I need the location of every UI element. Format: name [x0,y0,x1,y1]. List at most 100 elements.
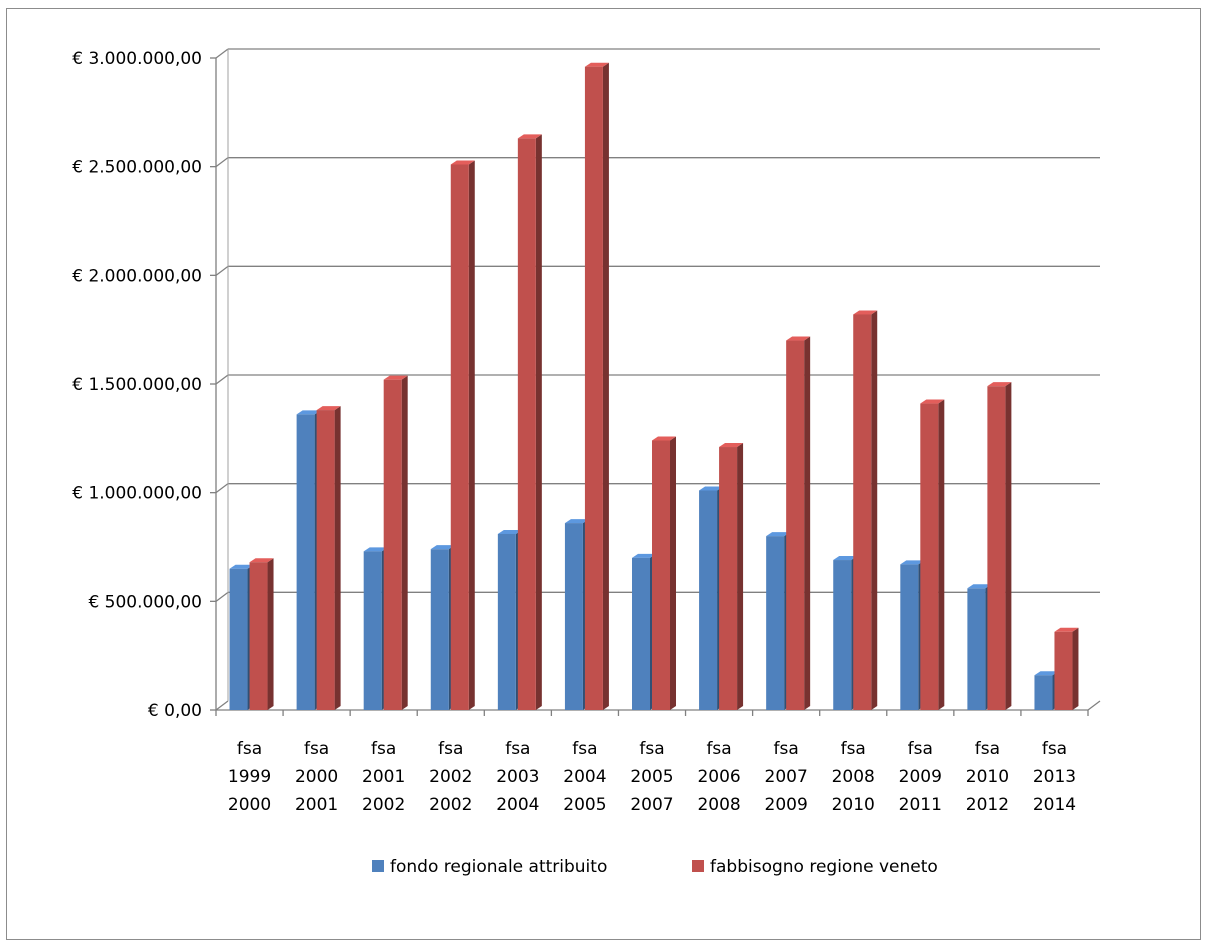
x-tick-label: 2010 [832,795,875,815]
bar-front [1054,631,1073,710]
bar-top [430,545,455,550]
x-tick-label: fsa [304,739,329,759]
bar-side [938,399,945,710]
bar-front [564,523,583,710]
y-tick-label: € 2.500.000,00 [72,158,202,178]
legend-label: fondo regionale attribuito [390,857,607,877]
x-tick-label: 2007 [630,795,673,815]
x-tick-label: 2008 [697,795,740,815]
bar-front [430,549,449,710]
bar-top [766,532,791,537]
bar-front [450,164,469,710]
bar-front [833,560,852,710]
bar-side [401,375,408,710]
bar-front [249,562,268,710]
bar-side [1072,627,1079,710]
x-tick-label: 2013 [1033,767,1076,787]
x-tick-label: 2002 [429,767,472,787]
x-tick-label: 2003 [496,767,539,787]
bar-front [517,138,536,710]
x-tick-label: fsa [572,739,597,759]
bar-top [699,486,724,491]
x-tick-label: fsa [841,739,866,759]
y-tick-label: € 2.000.000,00 [72,266,202,286]
x-tick-label: fsa [706,739,731,759]
gridline-edge [215,483,229,494]
bar-top [786,336,811,341]
x-tick-label: 2009 [899,767,942,787]
bar-top [229,564,254,569]
bar-top [652,436,676,441]
x-tick-label: 1999 [228,767,271,787]
x-tick-label: 2014 [1033,795,1076,815]
bar-top [853,310,878,315]
bar-top [1034,671,1059,676]
x-tick-label: 2000 [295,767,338,787]
bar-front [316,410,335,710]
x-tick-label: 2000 [228,795,271,815]
bar-front [786,340,805,710]
x-tick-label: 2008 [832,767,875,787]
y-axis-tick-labels: € 0,00 € 500.000,00 € 1.000.000,00 € 1.500.… [72,49,202,721]
legend-item: fabbisogno regione veneto [692,857,938,877]
bar-fabbisogno [1054,627,1079,710]
bar-side [1005,382,1012,710]
bar-top [249,558,274,563]
legend-item: fondo regionale attribuito [372,857,607,877]
bar-fabbisogno [450,160,475,710]
bar-top [564,519,589,524]
bar-side [602,62,609,710]
bar-top [900,560,925,565]
bar-side [334,406,341,710]
x-tick-label: 2012 [966,795,1009,815]
x-tick-label: fsa [371,739,396,759]
bar-front [987,386,1006,710]
bar-chart: € 0,00 € 500.000,00 € 1.000.000,00 € 1.500.… [72,48,1101,877]
bar-top [584,62,609,67]
bar-front [920,403,939,710]
bar-fabbisogno [383,375,408,710]
bar-front [229,568,248,710]
bar-front [296,414,315,710]
bar-front [632,557,650,710]
bar-top [920,399,945,404]
legend-swatch [692,860,704,872]
bar-top [987,382,1012,387]
bar-side [267,558,274,710]
bar-front [652,440,670,710]
x-tick-label: 2011 [899,795,942,815]
x-tick-label: 2007 [765,767,808,787]
x-tick-label: 2002 [429,795,472,815]
x-tick-label: 2006 [697,767,740,787]
x-tick-label: fsa [908,739,933,759]
bar-top [316,406,341,411]
y-tick-label: € 0,00 [148,701,202,721]
x-tick-label: 2004 [496,795,539,815]
x-tick-label: fsa [639,739,664,759]
bar-fabbisogno [920,399,945,710]
bar-fabbisogno [853,310,878,710]
bar-top [296,410,321,415]
bar-side [737,443,744,710]
bar-top [719,443,744,448]
bar-front [584,66,603,710]
bar-front [383,379,402,710]
x-tick-label: fsa [438,739,463,759]
bar-top [1054,627,1079,632]
x-tick-label: 2001 [362,767,405,787]
gridline-edge [215,48,229,59]
bar-front [363,551,382,710]
bar-front [699,490,718,710]
chart-frame: € 0,00 € 500.000,00 € 1.000.000,00 € 1.500.… [6,8,1201,940]
gridline-edge [215,265,229,276]
x-tick-label: 2002 [362,795,405,815]
bar-front [967,588,986,710]
y-tick-label: € 1.500.000,00 [72,375,202,395]
y-tick-label: € 500.000,00 [88,592,202,612]
bar-side [535,134,542,710]
bar-front [766,536,785,710]
bar-top [967,584,992,589]
x-tick-label: fsa [237,739,262,759]
bar-top [632,553,656,558]
gridline-edge [215,374,229,385]
